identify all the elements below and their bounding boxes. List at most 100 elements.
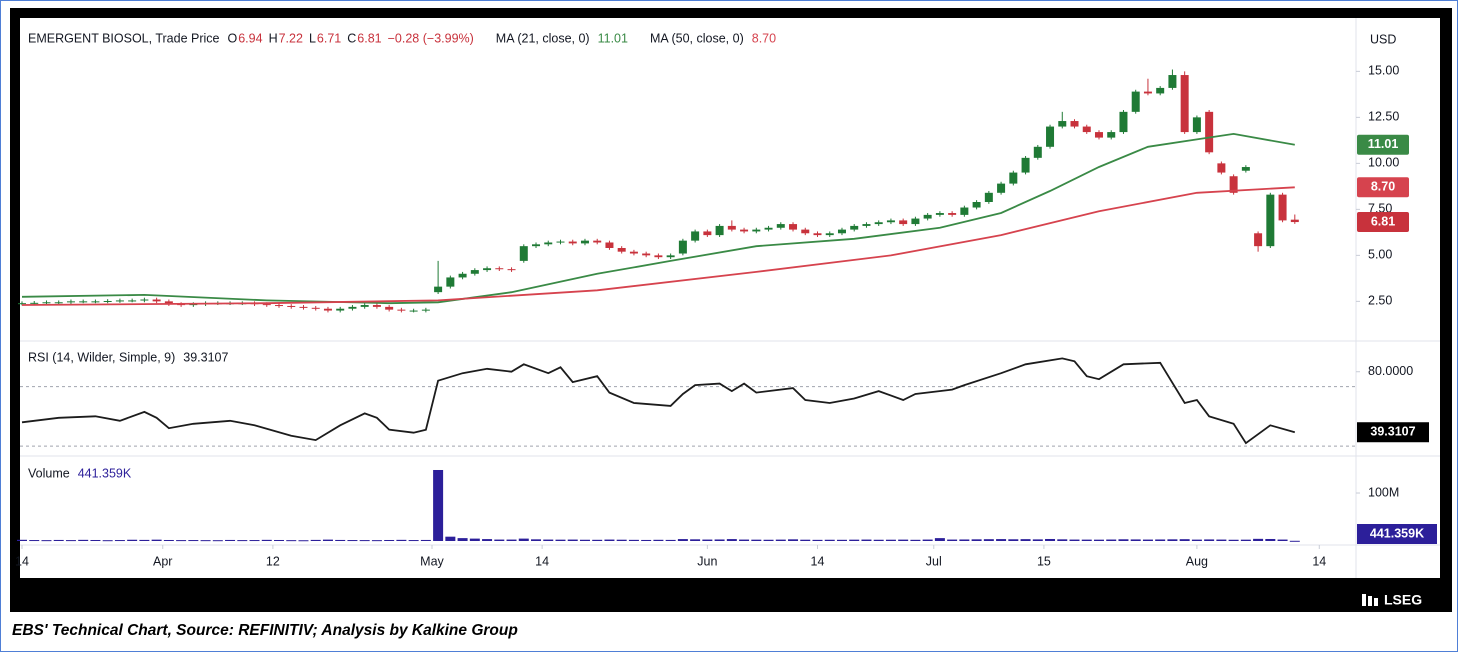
candle-body — [654, 255, 663, 258]
volume-bar — [1240, 539, 1251, 541]
candle-body — [128, 300, 137, 302]
candle-body — [262, 304, 271, 306]
logo: LSEG — [1362, 592, 1422, 608]
volume-bar — [934, 538, 945, 541]
volume-bar — [775, 539, 786, 541]
volume-bar — [1093, 539, 1104, 541]
rsi-tag — [1357, 422, 1429, 443]
candle-body — [275, 305, 284, 307]
volume-bar — [983, 539, 994, 541]
header-text: 6.81 — [357, 31, 381, 45]
volume-bar — [274, 539, 285, 541]
candle-body — [1278, 194, 1287, 221]
volume-bar — [702, 539, 713, 541]
x-tick-label: Aug — [1186, 554, 1208, 568]
volume-bar — [1228, 539, 1239, 541]
volume-bar — [1118, 539, 1129, 541]
candle-body — [935, 213, 944, 215]
candle-body — [1290, 219, 1299, 223]
volume-bar — [604, 539, 615, 541]
volume-bar — [824, 539, 835, 541]
volume-bar — [347, 540, 358, 542]
volume-bar — [53, 539, 64, 541]
candle-body — [899, 220, 908, 225]
candle-body — [972, 202, 981, 208]
volume-bar — [751, 539, 762, 541]
volume-bar — [237, 540, 248, 542]
candle-body — [385, 306, 394, 310]
volume-bar — [1204, 539, 1215, 541]
candle-body — [593, 240, 602, 243]
header-text: 11.01 — [598, 31, 628, 45]
candle-body — [1180, 75, 1189, 133]
x-tick-label: 15 — [1037, 554, 1051, 568]
volume-bar — [947, 539, 958, 541]
x-tick-label: 14 — [1312, 554, 1326, 568]
candle-body — [336, 308, 345, 311]
volume-bar — [861, 539, 872, 541]
volume-bar — [249, 540, 260, 542]
volume-bar — [1277, 539, 1288, 541]
volume-bar — [1020, 539, 1031, 541]
candle-body — [617, 248, 626, 252]
candle-body — [1119, 111, 1128, 133]
volume-bar — [457, 538, 468, 541]
y-tick-label: 10.00 — [1368, 156, 1399, 170]
candle-body — [409, 310, 418, 312]
x-tick-label: Jun — [697, 554, 717, 568]
volume-bar — [1253, 538, 1264, 541]
volume-bar — [971, 539, 982, 541]
candle-body — [311, 307, 320, 309]
volume-bar — [543, 539, 554, 541]
candle-body — [776, 224, 785, 228]
candle-body — [1082, 126, 1091, 133]
volume-bar — [739, 539, 750, 541]
volume-bar — [310, 539, 321, 541]
x-tick-label: Jul — [926, 554, 942, 568]
volume-bar — [41, 540, 52, 542]
volume-bar — [396, 539, 407, 541]
header-text: 39.3107 — [183, 350, 228, 364]
volume-bar — [531, 539, 542, 541]
volume-bar — [665, 539, 676, 541]
volume-bar — [726, 539, 737, 541]
price-tag-label: 11.01 — [1368, 137, 1399, 151]
x-tick-label: 14 — [811, 554, 825, 568]
volume-bar — [1032, 539, 1043, 541]
candle-body — [886, 220, 895, 223]
header-text: MA (21, close, 0) — [496, 31, 590, 45]
volume-bar — [579, 539, 590, 541]
logo-icon — [1362, 594, 1366, 606]
candle-body — [1156, 87, 1165, 94]
logo-icon — [1368, 596, 1372, 606]
header-text: Volume — [28, 466, 70, 480]
volume-bar — [1216, 539, 1227, 541]
y-tick-label: 100M — [1368, 485, 1399, 499]
y-tick-label: 2.50 — [1368, 294, 1392, 308]
candle-body — [79, 301, 88, 303]
candle-body — [678, 240, 687, 254]
candle-body — [91, 301, 100, 303]
candle-body — [1192, 117, 1201, 133]
volume-bar — [885, 539, 896, 541]
volume-bar — [1106, 539, 1117, 541]
candle-body — [103, 300, 112, 302]
volume-bar — [114, 540, 125, 542]
volume-bar — [812, 539, 823, 541]
candle-body — [1021, 157, 1030, 173]
price-tag — [1357, 134, 1409, 155]
volume-bar — [298, 540, 309, 542]
header-text: EMERGENT BIOSOL, Trade Price — [28, 31, 220, 45]
candle-body — [666, 255, 675, 258]
volume-bar — [482, 539, 493, 541]
volume-bar — [261, 539, 272, 541]
header-text: C — [347, 31, 356, 45]
volume-bar — [17, 539, 27, 541]
candle-body — [66, 301, 75, 303]
volume-bar — [445, 536, 456, 541]
y-tick-label: 12.50 — [1368, 110, 1399, 124]
candle-body — [299, 306, 308, 308]
candle-body — [715, 225, 724, 236]
volume-bar — [225, 539, 236, 541]
